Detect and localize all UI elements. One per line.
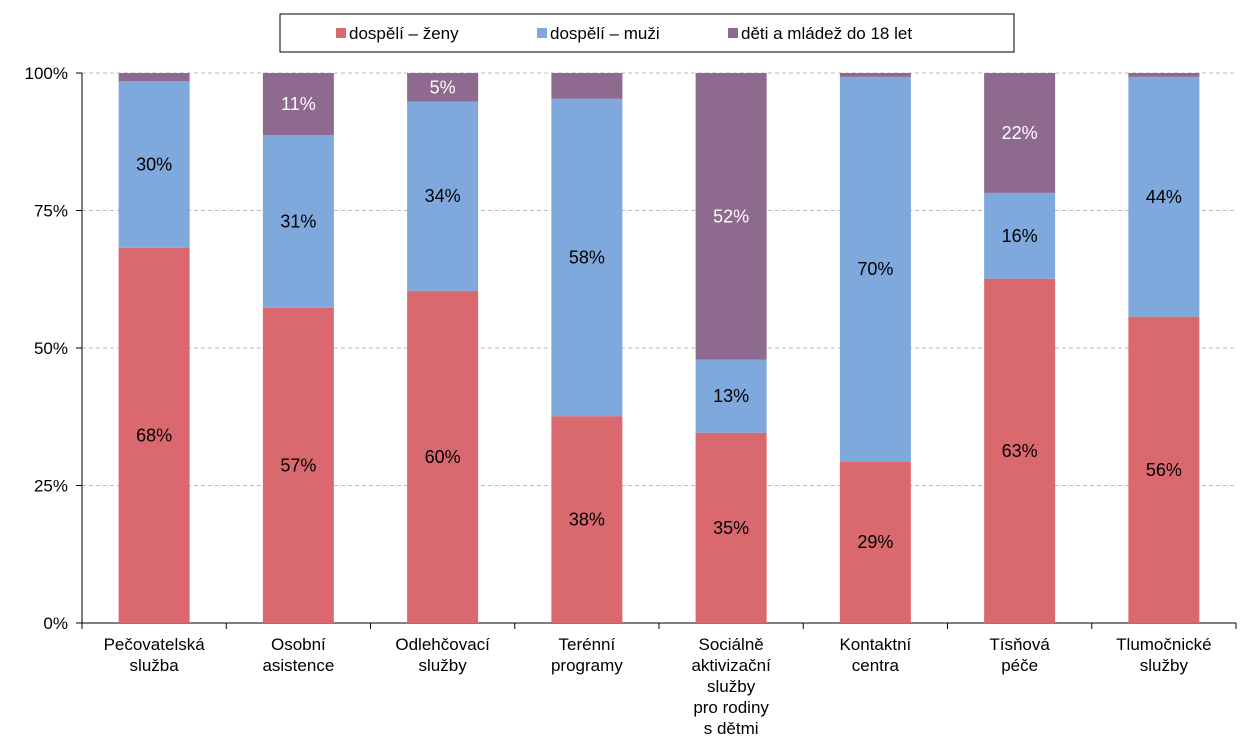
- x-category-label: Tlumočnické služby: [1116, 635, 1211, 675]
- data-label: 44%: [1146, 187, 1182, 207]
- data-label: 60%: [425, 447, 461, 467]
- data-label: 29%: [857, 532, 893, 552]
- data-label: 56%: [1146, 460, 1182, 480]
- data-label: 38%: [569, 510, 605, 530]
- bar-segment: [407, 73, 479, 102]
- bar-segment: [1128, 76, 1200, 317]
- bar-segment: [407, 290, 479, 623]
- y-tick-label: 25%: [34, 477, 68, 496]
- bar-segment: [984, 73, 1056, 193]
- legend-box: [279, 13, 1015, 53]
- x-category-label: Pečovatelská služba: [104, 635, 206, 675]
- bar-segment: [551, 73, 623, 99]
- y-tick-label: 0%: [43, 614, 68, 633]
- x-category-label: Kontaktní centra: [839, 635, 911, 675]
- legend-swatch: [537, 28, 547, 38]
- bar-segment: [1128, 73, 1200, 77]
- x-category-label: Odlehčovací služby: [395, 635, 490, 675]
- legend-swatch: [336, 28, 346, 38]
- data-label: 52%: [713, 206, 749, 226]
- legend-label: dospělí – muži: [550, 24, 660, 43]
- data-label: 16%: [1002, 226, 1038, 246]
- bar-segment: [118, 247, 190, 623]
- bar-segment: [262, 307, 334, 623]
- data-label: 34%: [425, 186, 461, 206]
- data-label: 13%: [713, 386, 749, 406]
- data-label: 35%: [713, 518, 749, 538]
- data-label: 11%: [281, 94, 316, 114]
- x-category-label: Osobní asistence: [262, 635, 334, 675]
- bar-segment: [118, 73, 190, 82]
- bar-segment: [118, 81, 190, 248]
- legend-label: dospělí – ženy: [349, 24, 459, 43]
- x-category-label: Terénní programy: [551, 635, 623, 675]
- data-label: 31%: [280, 212, 316, 232]
- y-tick-label: 100%: [25, 64, 68, 83]
- data-label: 70%: [857, 259, 893, 279]
- data-label: 22%: [1002, 123, 1038, 143]
- bar-segment: [695, 73, 767, 360]
- y-tick-label: 50%: [34, 339, 68, 358]
- bar-segment: [839, 461, 911, 623]
- bar-segment: [695, 432, 767, 623]
- data-label: 63%: [1002, 441, 1038, 461]
- y-tick-label: 75%: [34, 202, 68, 221]
- data-label: 58%: [569, 248, 605, 268]
- data-label: 57%: [280, 455, 316, 475]
- bar-segment: [984, 278, 1056, 623]
- bar-segment: [695, 359, 767, 433]
- x-category-label: Tísňová péče: [989, 635, 1050, 675]
- bar-segment: [551, 98, 623, 417]
- bar-segment: [984, 192, 1056, 279]
- x-category-label: Sociálně aktivizační služby pro rodiny s dět…: [691, 635, 771, 738]
- data-label: 5%: [430, 77, 456, 97]
- bar-segment: [1128, 316, 1200, 623]
- bar-segment: [407, 101, 479, 291]
- bar-segment: [839, 76, 911, 462]
- data-label: 30%: [136, 155, 172, 175]
- bar-segment: [551, 416, 623, 623]
- bar-segment: [262, 135, 334, 308]
- data-label: 68%: [136, 425, 172, 445]
- bar-segment: [839, 73, 911, 77]
- bar-segment: [262, 73, 334, 136]
- legend-swatch: [728, 28, 738, 38]
- legend-label: děti a mládež do 18 let: [741, 24, 912, 43]
